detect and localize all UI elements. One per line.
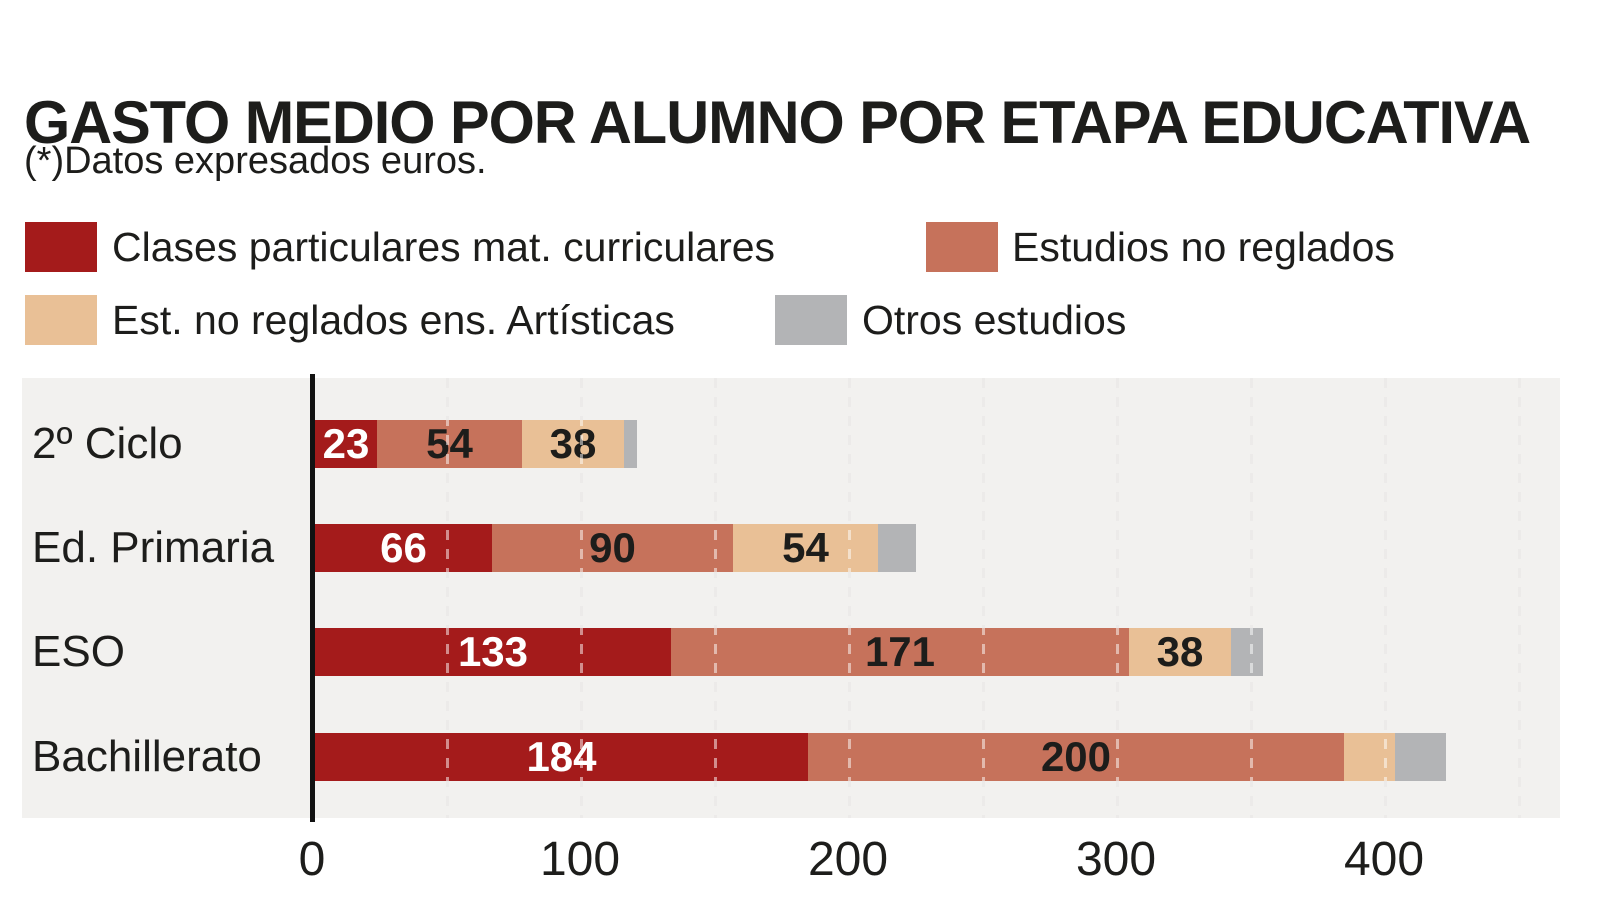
gridline-300 <box>1116 378 1119 818</box>
legend-label-ens-artisticas: Est. no reglados ens. Artísticas <box>112 297 675 343</box>
bar-value-label: 23 <box>322 420 370 467</box>
bar-value-label: 54 <box>782 524 829 571</box>
bar-segment <box>522 420 624 468</box>
bar-segment <box>1395 733 1446 781</box>
category-label-Ed. Primaria: Ed. Primaria <box>32 523 275 572</box>
bar-segment <box>492 524 733 572</box>
bar-segment <box>315 420 377 468</box>
bar-segment <box>671 628 1129 676</box>
gridline-250 <box>982 378 985 818</box>
bar-segment <box>624 420 637 468</box>
x-tick-label-200: 200 <box>807 833 889 886</box>
gridline-50 <box>446 378 449 818</box>
category-label-2º Ciclo: 2º Ciclo <box>32 419 183 468</box>
bar-segment <box>315 733 808 781</box>
bar-value-label: 200 <box>1040 733 1112 780</box>
bar-value-label: 171 <box>864 628 936 675</box>
chart-subtitle: (*)Datos expresados euros. <box>24 140 487 182</box>
bar-value-label: 38 <box>1156 628 1204 675</box>
legend-swatch-ens-artisticas <box>25 295 97 345</box>
y-axis-line <box>310 374 315 822</box>
legend-swatch-estudios-no-reglados <box>926 222 998 272</box>
legend-swatch-clases-particulares <box>25 222 97 272</box>
bar-value-label: 133 <box>457 628 529 675</box>
gridline-100 <box>580 378 583 818</box>
legend-swatch-otros-estudios <box>775 295 847 345</box>
gridline-150 <box>714 378 717 818</box>
gridline-450 <box>1518 378 1521 818</box>
bar-segment <box>377 420 522 468</box>
gridline-350 <box>1250 378 1253 818</box>
category-label-Bachillerato: Bachillerato <box>32 732 262 781</box>
bar-segment <box>808 733 1344 781</box>
legend-label-otros-estudios: Otros estudios <box>862 297 1127 343</box>
x-tick-label-300: 300 <box>1075 833 1157 886</box>
gridline-400 <box>1384 378 1387 818</box>
bar-segment <box>1129 628 1231 676</box>
bar-value-label: 90 <box>589 524 636 571</box>
category-label-ESO: ESO <box>32 627 125 676</box>
chart-title: GASTO MEDIO POR ALUMNO POR ETAPA EDUCATI… <box>24 89 1531 157</box>
bar-value-label: 184 <box>526 733 597 780</box>
x-tick-label-0: 0 <box>298 833 326 886</box>
bar-segment <box>878 524 916 572</box>
bar-value-label: 54 <box>426 420 473 467</box>
bar-segment <box>733 524 878 572</box>
legend-label-clases-particulares: Clases particulares mat. curriculares <box>112 224 776 270</box>
bar-value-label: 66 <box>380 524 427 571</box>
x-tick-label-100: 100 <box>539 833 621 886</box>
bar-segment <box>315 524 492 572</box>
bar-value-label: 38 <box>549 420 597 467</box>
bar-segment <box>315 628 671 676</box>
x-tick-label-400: 400 <box>1343 833 1425 886</box>
legend-label-estudios-no-reglados: Estudios no reglados <box>1012 224 1395 270</box>
gridline-200 <box>848 378 851 818</box>
bar-segment <box>1231 628 1263 676</box>
gridlines-overlay <box>22 378 1560 818</box>
